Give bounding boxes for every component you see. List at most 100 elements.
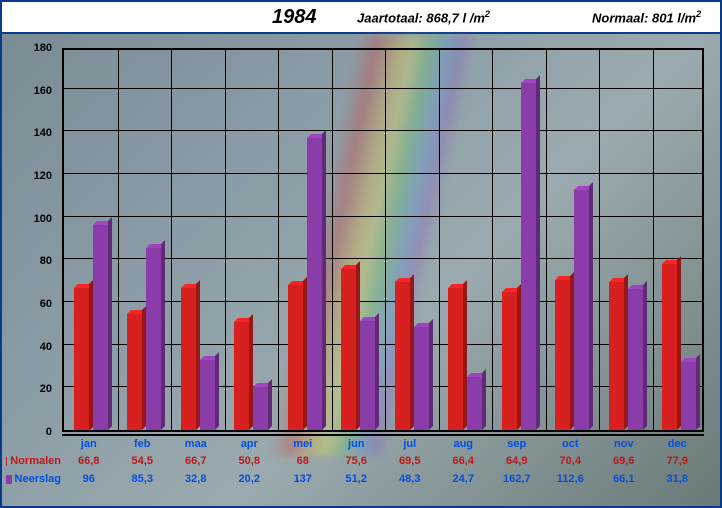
cell-neerslag: 96 <box>62 473 116 485</box>
month-label: maa <box>169 438 223 450</box>
ytick-label: 100 <box>4 213 52 225</box>
cell-normalen: 77,9 <box>651 455 705 467</box>
page-title: 1984 <box>272 6 317 29</box>
swatch-purple <box>6 475 12 484</box>
cell-neerslag: 31,8 <box>651 473 705 485</box>
gridline-v <box>118 50 119 430</box>
cell-normalen: 69,6 <box>597 455 651 467</box>
bar-neerslag-mei <box>307 138 322 430</box>
chart-frame: 1984 Jaartotaal: 868,7 l /m2 Normaal: 80… <box>0 0 722 508</box>
ytick-label: 40 <box>4 341 52 353</box>
cell-neerslag: 51,2 <box>330 473 384 485</box>
bar-normalen-jan <box>74 288 89 431</box>
data-table: janfebmaaaprmeijunjulaugsepoctnovdec Nor… <box>62 434 704 488</box>
legend-normalen: Normalen <box>6 455 61 467</box>
cell-neerslag: 85,3 <box>116 473 170 485</box>
ytick-label: 80 <box>4 255 52 267</box>
bar-neerslag-feb <box>146 248 161 430</box>
cell-neerslag: 137 <box>276 473 330 485</box>
cell-normalen: 75,6 <box>330 455 384 467</box>
legend-neerslag: Neerslag <box>6 473 61 485</box>
gridline-v <box>653 50 654 430</box>
bar-normalen-mei <box>288 285 303 430</box>
cell-neerslag: 66,1 <box>597 473 651 485</box>
gridline-h <box>64 173 702 174</box>
bar-neerslag-apr <box>253 387 268 430</box>
month-label: oct <box>544 438 598 450</box>
cell-normalen: 68 <box>276 455 330 467</box>
gridline-h <box>64 88 702 89</box>
gridline-v <box>171 50 172 430</box>
bar-neerslag-jan <box>93 225 108 430</box>
month-label: feb <box>116 438 170 450</box>
cell-normalen: 69,5 <box>383 455 437 467</box>
gridline-v <box>439 50 440 430</box>
table-row-normalen: Normalen 66,854,566,750,86875,669,566,46… <box>62 452 704 470</box>
gridline-h <box>64 130 702 131</box>
gridline-v <box>332 50 333 430</box>
bar-neerslag-oct <box>574 190 589 430</box>
bar-normalen-nov <box>609 282 624 430</box>
month-label: mei <box>276 438 330 450</box>
table-row-neerslag: Neerslag 9685,332,820,213751,248,324,716… <box>62 470 704 488</box>
gridline-h <box>64 216 702 217</box>
cell-normalen: 66,7 <box>169 455 223 467</box>
cell-normalen: 66,8 <box>62 455 116 467</box>
bar-normalen-feb <box>127 314 142 430</box>
bar-neerslag-sep <box>521 83 536 430</box>
month-label: jul <box>383 438 437 450</box>
ytick-label: 140 <box>4 127 52 139</box>
bar-neerslag-jun <box>360 321 375 430</box>
cell-normalen: 54,5 <box>116 455 170 467</box>
plot-grid <box>62 48 704 432</box>
month-label: jan <box>62 438 116 450</box>
ytick-label: 120 <box>4 170 52 182</box>
cell-neerslag: 32,8 <box>169 473 223 485</box>
swatch-red <box>6 457 7 466</box>
ytick-label: 60 <box>4 298 52 310</box>
bar-normalen-dec <box>662 264 677 430</box>
bar-normalen-aug <box>448 288 463 430</box>
plot-area: janfebmaaaprmeijunjulaugsepoctnovdec Nor… <box>2 36 720 506</box>
ytick-label: 160 <box>4 85 52 97</box>
month-label: aug <box>437 438 491 450</box>
month-label: sep <box>490 438 544 450</box>
bar-neerslag-aug <box>467 377 482 430</box>
bar-normalen-apr <box>234 322 249 430</box>
cell-normalen: 70,4 <box>544 455 598 467</box>
bar-neerslag-maa <box>200 360 215 430</box>
cell-neerslag: 20,2 <box>223 473 277 485</box>
month-label: dec <box>651 438 705 450</box>
bar-normalen-jun <box>341 269 356 430</box>
cell-neerslag: 162,7 <box>490 473 544 485</box>
month-label: apr <box>223 438 277 450</box>
month-label: jun <box>330 438 384 450</box>
cell-neerslag: 112,6 <box>544 473 598 485</box>
bar-normalen-jul <box>395 282 410 430</box>
table-row-months: janfebmaaaprmeijunjulaugsepoctnovdec <box>62 434 704 452</box>
cell-normalen: 64,9 <box>490 455 544 467</box>
gridline-v <box>225 50 226 430</box>
gridline-v <box>278 50 279 430</box>
cell-neerslag: 48,3 <box>383 473 437 485</box>
gridline-v <box>385 50 386 430</box>
ytick-label: 180 <box>4 42 52 54</box>
bar-normalen-sep <box>502 292 517 430</box>
bar-neerslag-dec <box>681 362 696 430</box>
gridline-v <box>599 50 600 430</box>
gridline-v <box>492 50 493 430</box>
cell-normalen: 66,4 <box>437 455 491 467</box>
ytick-label: 0 <box>4 426 52 438</box>
bar-neerslag-nov <box>628 289 643 430</box>
cell-neerslag: 24,7 <box>437 473 491 485</box>
bar-neerslag-jul <box>414 327 429 430</box>
ytick-label: 20 <box>4 383 52 395</box>
subtitle-total: Jaartotaal: 868,7 l /m2 <box>357 9 490 25</box>
cell-normalen: 50,8 <box>223 455 277 467</box>
gridline-v <box>546 50 547 430</box>
month-label: nov <box>597 438 651 450</box>
bar-normalen-maa <box>181 288 196 430</box>
bar-normalen-oct <box>555 280 570 430</box>
chart-header: 1984 Jaartotaal: 868,7 l /m2 Normaal: 80… <box>2 2 720 34</box>
subtitle-normal: Normaal: 801 l/m2 <box>592 9 701 25</box>
